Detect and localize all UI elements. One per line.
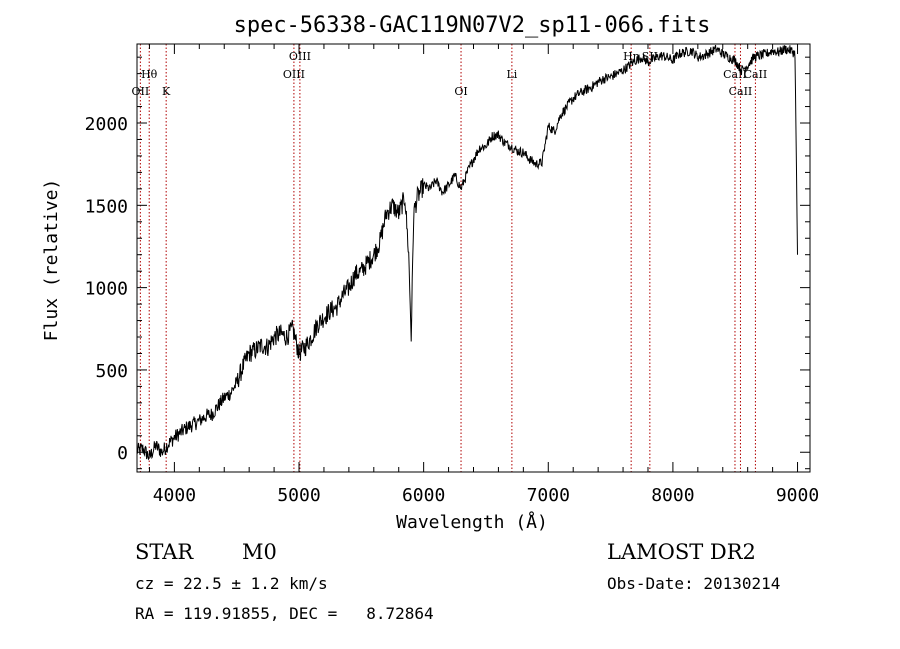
spectral-line-label: Li [506, 68, 517, 81]
spectrum-line [136, 44, 798, 461]
coordinates: RA = 119.91855, DEC = 8.72864 [135, 604, 434, 623]
spectral-line-label: OIII [289, 50, 311, 63]
plot-frame [136, 43, 811, 473]
spectral-line-label: CaII [744, 68, 768, 81]
x-tick-label: 9000 [776, 485, 819, 506]
x-axis-label: Wavelength (Å) [396, 511, 548, 533]
spectral-line-label: CaII [729, 85, 753, 98]
y-axis-label: Flux (relative) [41, 179, 62, 342]
object-subclass: M0 [242, 540, 277, 564]
spectrum-series [136, 44, 798, 461]
object-class: STAR [135, 540, 194, 564]
x-tick-label: 8000 [651, 485, 694, 506]
spectral-line-label: Hθ [141, 68, 158, 81]
x-tick-label: 6000 [402, 485, 445, 506]
x-tick-label: 4000 [153, 485, 196, 506]
spectral-line-label: OII [132, 85, 150, 98]
y-tick-label: 2000 [85, 114, 128, 135]
y-tick-label: 1500 [85, 196, 128, 217]
observation-date: Obs-Date: 20130214 [607, 574, 781, 593]
spectral-line-label: OI [454, 85, 467, 98]
y-tick-label: 500 [95, 361, 128, 382]
y-tick-label: 1000 [85, 279, 128, 300]
redshift-velocity: cz = 22.5 ± 1.2 km/s [135, 574, 328, 593]
survey-name: LAMOST DR2 [607, 540, 756, 564]
y-tick-label: 0 [117, 443, 128, 464]
chart-title: spec-56338-GAC119N07V2_sp11-066.fits [234, 13, 711, 38]
spectral-line-label: OIII [283, 68, 305, 81]
spectrum-chart: spec-56338-GAC119N07V2_sp11-066.fits OII… [41, 13, 819, 533]
x-tick-label: 7000 [527, 485, 570, 506]
plot-axes: 4000 5000 6000 7000 8000 9000 0 500 1000 1500 2000 [85, 43, 819, 506]
spectral-line-label: K [162, 85, 171, 98]
spectral-line-label: Hη [623, 50, 639, 63]
x-tick-label: 5000 [277, 485, 320, 506]
